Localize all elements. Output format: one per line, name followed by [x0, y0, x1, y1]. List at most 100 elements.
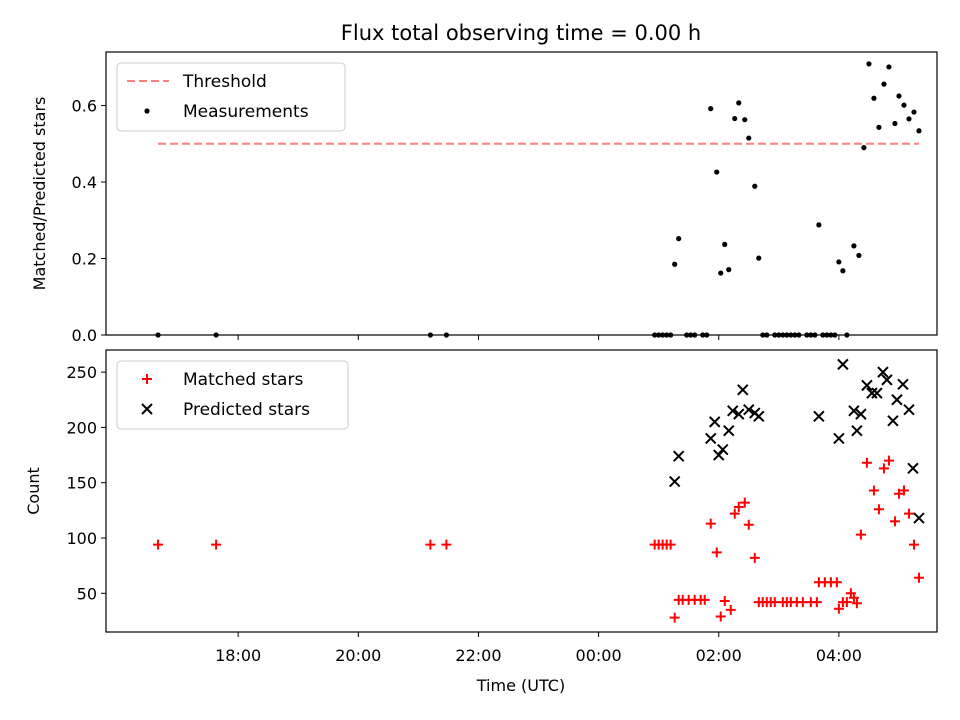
predicted-stars-point — [866, 387, 878, 399]
predicted-stars-point — [753, 410, 765, 423]
measurement-point — [656, 332, 662, 338]
matched-stars-point — [898, 485, 909, 496]
x-tick-label: 04:00 — [816, 646, 862, 665]
measurement-point — [840, 268, 846, 274]
matched-stars-point — [855, 529, 866, 540]
y-tick-label: 0.4 — [72, 173, 97, 192]
measurement-point — [760, 332, 766, 338]
measurement-point — [776, 332, 782, 338]
measurement-point — [664, 332, 670, 338]
y-axis-label: Count — [24, 467, 43, 515]
measurement-point — [772, 332, 778, 338]
measurement-point — [892, 120, 898, 127]
measurement-point — [916, 128, 922, 134]
x-tick-label: 22:00 — [455, 646, 501, 665]
predicted-stars-point — [877, 366, 889, 378]
matched-stars-point — [908, 539, 919, 550]
matched-stars-point — [211, 539, 222, 550]
matched-stars-point — [711, 547, 722, 558]
measurement-point — [213, 332, 219, 338]
measurement-point — [676, 236, 682, 242]
matched-stars-point — [715, 611, 726, 622]
x-tick-label: 02:00 — [696, 646, 742, 665]
predicted-stars-point — [709, 416, 721, 428]
measurement-point — [692, 332, 698, 338]
measurement-point — [756, 255, 762, 261]
matched-stars-point — [739, 497, 750, 508]
measurement-point — [684, 332, 690, 338]
measurement-point — [792, 332, 798, 338]
matched-stars-point — [811, 597, 822, 608]
measurement-point — [784, 332, 790, 338]
matched-stars-point — [725, 604, 736, 615]
measurement-point — [871, 95, 877, 101]
predicted-stars-point — [733, 408, 745, 420]
y-tick-label: 250 — [66, 363, 97, 382]
measurement-point — [672, 261, 678, 267]
matched-stars-point — [851, 598, 862, 609]
measurement-point — [796, 332, 802, 338]
measurement-point — [836, 259, 842, 265]
predicted-stars-point — [668, 475, 681, 488]
matched-stars-point — [705, 518, 716, 529]
plot-frame — [105, 51, 938, 336]
legend-matched-swatch — [142, 374, 152, 384]
measurement-point — [901, 102, 907, 108]
measurement-point — [732, 115, 738, 122]
measurement-point — [866, 61, 872, 67]
matched-stars-point — [719, 596, 730, 607]
legend-label: Matched stars — [183, 370, 303, 390]
y-tick-label: 50 — [77, 584, 97, 603]
legend-measurement-swatch — [144, 108, 150, 114]
predicted-stars-point — [903, 404, 915, 416]
matched-stars-point — [833, 603, 844, 614]
measurement-point — [718, 270, 724, 276]
matched-stars-point — [665, 539, 676, 550]
predicted-stars-point — [913, 512, 925, 524]
y-tick-label: 100 — [66, 529, 97, 548]
matched-stars-point — [669, 612, 680, 623]
measurement-point — [443, 332, 450, 338]
y-tick-label: 0.6 — [72, 97, 97, 116]
measurement-point — [688, 332, 694, 338]
matched-stars-point — [913, 572, 924, 583]
predicted-stars-point — [833, 432, 845, 445]
legend-predicted-swatch — [141, 403, 153, 415]
predicted-stars-point — [861, 379, 873, 392]
predicted-stars-point — [881, 374, 893, 386]
plot-frame — [105, 349, 938, 633]
measurement-point — [746, 135, 752, 141]
bottom-panel: 50 100 150 200 250 18:00 20:00 22:00 00:00 02:00 0… — [24, 349, 938, 665]
legend-box — [116, 360, 349, 430]
predicted-stars-point — [813, 410, 825, 423]
predicted-stars-point — [705, 432, 717, 445]
predicted-stars-point — [851, 425, 863, 437]
matched-stars-point — [841, 597, 852, 608]
measurement-point — [881, 81, 887, 87]
measurement-point — [660, 332, 666, 338]
measurement-point — [780, 332, 786, 338]
measurement-point — [820, 332, 826, 338]
measurement-point — [708, 106, 714, 112]
matched-stars-point — [878, 463, 889, 474]
x-tick-label: 00:00 — [576, 646, 622, 665]
predicted-stars-point — [743, 404, 755, 416]
predicted-stars-point — [855, 408, 867, 420]
x-axis-label: Time (UTC) — [476, 676, 565, 695]
measurement-point — [726, 267, 732, 273]
predicted-stars-point — [891, 394, 903, 406]
measurement-point — [844, 332, 850, 338]
matched-stars-point — [868, 485, 879, 496]
predicted-stars-point — [887, 415, 899, 427]
measurement-point — [816, 222, 822, 228]
matched-stars-point — [743, 519, 754, 530]
y-tick-label: 200 — [66, 418, 97, 437]
measurement-point — [714, 169, 720, 175]
measurement-point — [856, 252, 862, 259]
matched-stars-point — [733, 502, 744, 513]
measurement-point — [155, 332, 161, 338]
measurement-point — [704, 332, 710, 338]
measurement-point — [668, 332, 674, 338]
matched-stars-point — [153, 539, 164, 550]
matched-stars-point — [848, 592, 859, 603]
